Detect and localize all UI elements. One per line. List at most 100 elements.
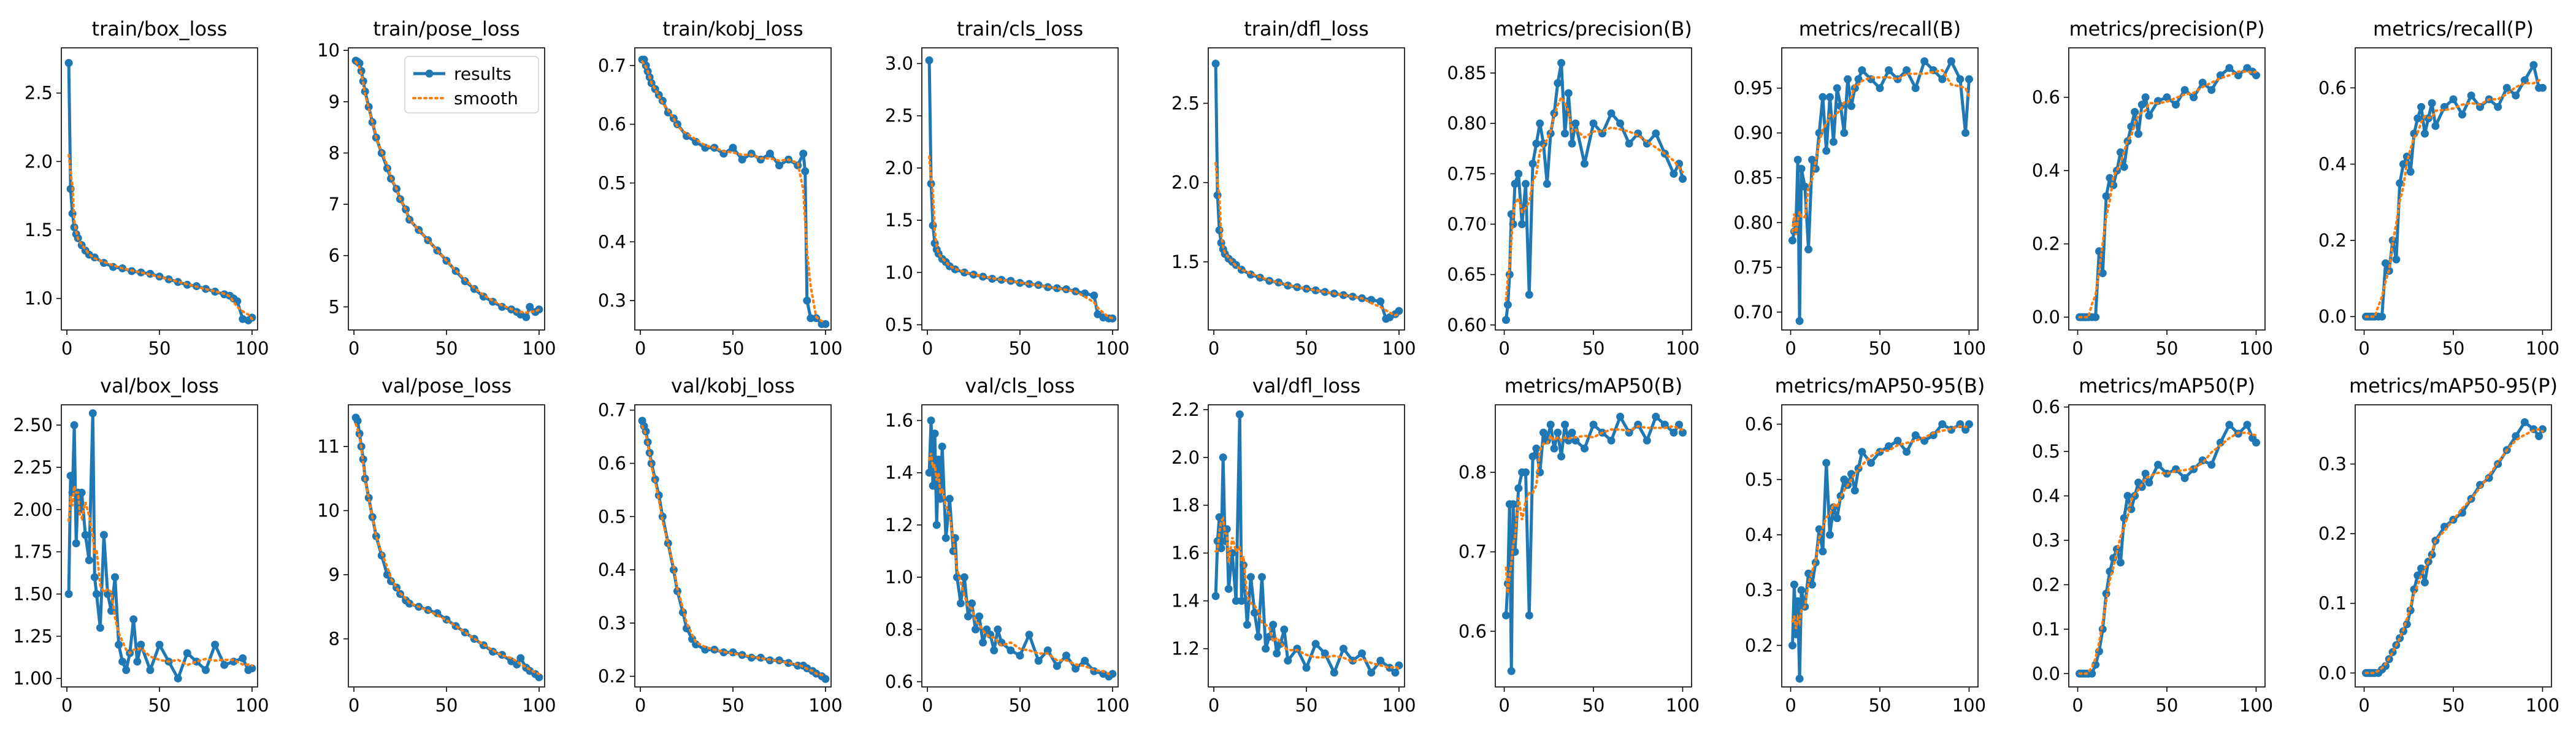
results-point [2539,425,2547,434]
subplot-title: val/dfl_loss [1252,374,1361,397]
results-point [1793,597,1802,605]
results-point [92,590,101,598]
y-tick-label: 0.80 [1733,212,1773,233]
x-tick-label: 50 [1295,338,1318,359]
results-point [2529,61,2538,69]
results-point [1938,420,1947,429]
results-point [1211,592,1220,600]
results-point [183,649,191,657]
results-point [220,661,229,669]
axes-frame [348,404,545,688]
results-point [975,612,984,621]
y-tick-label: 0.4 [2032,486,2060,507]
results-point [516,654,525,662]
results-point [941,534,950,542]
subplot-title: train/dfl_loss [1244,17,1369,40]
results-point [115,640,123,649]
x-tick-label: 100 [1666,695,1700,716]
results-point [801,167,810,175]
y-tick-label: 0.3 [598,290,626,311]
results-point [1804,245,1813,254]
y-tick-label: 11 [317,436,340,457]
results-point [2163,93,2171,102]
results-point [1358,649,1367,657]
results-line [642,58,826,326]
results-point [2137,483,2146,491]
results-point [2154,461,2162,469]
results-point [2494,102,2502,111]
results-point [1826,93,1834,101]
results-line [1791,59,1971,323]
results-point [1652,129,1660,138]
results-point [174,674,182,683]
y-tick-label: 1.8 [1171,495,1200,516]
subplot-title: metrics/mAP50-95(B) [1775,374,1985,397]
results-point [1258,573,1266,581]
y-tick-label: 1.6 [1171,543,1200,564]
subplot-title: val/kobj_loss [671,374,795,397]
x-tick-label: 100 [1095,695,1129,716]
x-tick-label: 50 [722,695,745,716]
x-tick-label: 50 [435,695,458,716]
smooth-line [928,155,1114,320]
results-point [1528,452,1537,461]
results-point [729,144,737,152]
results-point [2512,91,2520,100]
smooth-line [1505,94,1684,301]
results-point [353,416,362,425]
smooth-line [1505,424,1684,594]
results-point [956,599,965,608]
y-tick-label: 0.6 [2032,87,2060,108]
results-point [111,573,119,581]
x-tick-label: 50 [2156,338,2179,359]
x-tick-label: 100 [2526,695,2559,716]
y-tick-label: 1.00 [13,668,53,689]
y-tick-label: 0.0 [2318,306,2347,327]
results-point [211,640,220,649]
y-tick-label: 2.25 [13,457,53,478]
results-point [133,657,142,666]
results-point [972,625,979,634]
y-tick-label: 0.80 [1447,113,1487,134]
results-point [1797,586,1806,594]
x-tick-label: 0 [922,338,933,359]
y-tick-label: 0.5 [598,172,626,193]
x-tick-label: 50 [1009,338,1032,359]
results-point [1525,611,1533,619]
subplot-title: metrics/mAP50(B) [1505,374,1683,397]
results-point [1568,428,1576,437]
axes-frame [1495,47,1692,331]
legend-label-results: results [454,64,512,84]
results-point [64,59,73,67]
results-point [979,638,987,647]
results-line [1505,61,1684,320]
y-tick-label: 0.90 [1733,123,1773,144]
y-tick-label: 1.5 [25,220,53,240]
results-point [1876,84,1884,93]
subplot-4: train/cls_loss 0 50 100 0.5 1.0 1.5 2.0 2.5 3.0 [885,17,1130,359]
results-point [1391,669,1400,677]
x-tick-label: 0 [1208,695,1219,716]
results-point [968,599,976,608]
smooth-line [67,153,253,321]
x-tick-label: 50 [1582,338,1605,359]
axes-frame [921,404,1119,688]
x-tick-label: 100 [1382,695,1416,716]
results-point [1246,573,1255,581]
x-tick-label: 50 [1869,695,1892,716]
subplot-title: val/cls_loss [965,374,1075,397]
y-tick-label: 0.75 [1447,163,1487,184]
results-point [2449,95,2458,104]
results-point [535,673,543,681]
subplot-2: train/pose_loss 0 50 100 5 6 7 8 9 10 results smoot… [317,17,556,359]
results-point [2458,110,2466,119]
results-point [1284,656,1292,665]
y-tick-label: 0.4 [598,559,626,580]
y-tick-label: 0.5 [885,314,913,335]
x-tick-label: 100 [235,695,269,716]
x-tick-label: 0 [1785,695,1796,716]
subplot-11: val/pose_loss 0 50 100 8 9 10 11 [317,374,556,716]
results-point [1947,57,1955,66]
results-point [1262,645,1270,653]
results-point [925,56,933,64]
